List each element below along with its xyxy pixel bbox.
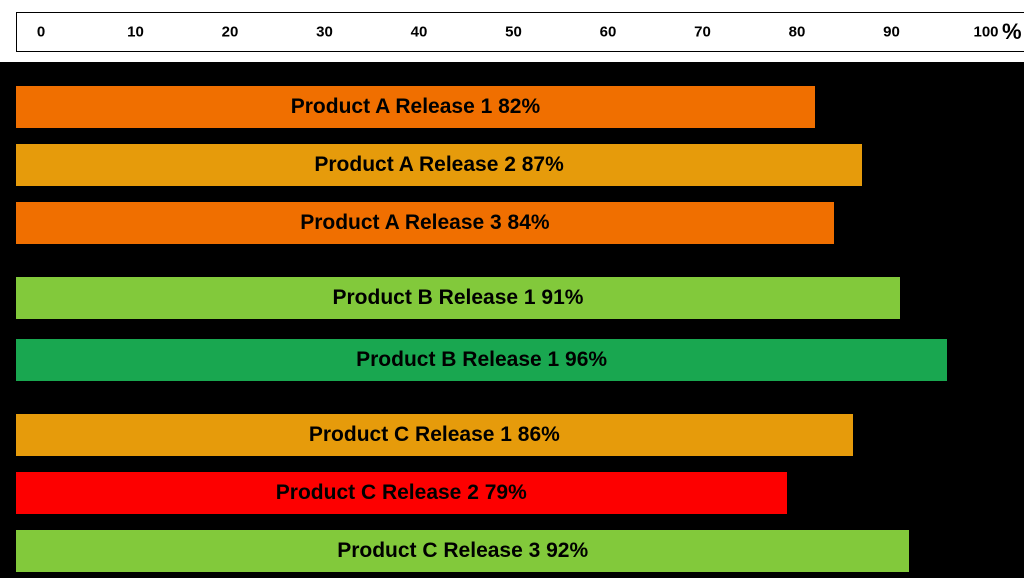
chart-area: Product A Release 1 82% Product A Release… (0, 62, 1024, 578)
axis-unit-label: % (1002, 19, 1022, 45)
axis-tick: 50 (505, 24, 522, 41)
axis-strip: 0 10 20 30 40 50 60 70 80 90 100% (0, 0, 1024, 62)
bar: Product C Release 1 86% (16, 414, 853, 456)
chart-wrapper: 0 10 20 30 40 50 60 70 80 90 100% Product A Releas… (0, 0, 1024, 578)
axis-tick: 80 (789, 24, 806, 41)
bar: Product A Release 2 87% (16, 144, 862, 186)
bar-label: Product B Release 1 96% (356, 348, 607, 372)
bar: Product B Release 1 96% (16, 339, 947, 381)
axis-tick: 100 (973, 24, 998, 41)
bar-label: Product C Release 3 92% (337, 539, 588, 563)
axis-tick: 10 (127, 24, 144, 41)
bar-label: Product B Release 1 91% (332, 286, 583, 310)
axis-tick: 30 (316, 24, 333, 41)
bar: Product B Release 1 91% (16, 277, 900, 319)
axis-tick: 20 (222, 24, 239, 41)
bar: Product C Release 3 92% (16, 530, 909, 572)
bar: Product A Release 3 84% (16, 202, 834, 244)
axis-tick: 60 (600, 24, 617, 41)
axis-box: 0 10 20 30 40 50 60 70 80 90 100% (16, 12, 1024, 52)
bar: Product C Release 2 79% (16, 472, 787, 514)
axis-tick: 0 (37, 24, 45, 41)
axis-tick: 90 (883, 24, 900, 41)
bar-label: Product A Release 2 87% (314, 153, 563, 177)
axis-tick: 40 (411, 24, 428, 41)
bar-label: Product A Release 1 82% (291, 95, 540, 119)
bar-label: Product C Release 2 79% (276, 481, 527, 505)
bar: Product A Release 1 82% (16, 86, 815, 128)
bar-label: Product C Release 1 86% (309, 423, 560, 447)
axis-tick: 70 (694, 24, 711, 41)
bar-label: Product A Release 3 84% (300, 211, 549, 235)
